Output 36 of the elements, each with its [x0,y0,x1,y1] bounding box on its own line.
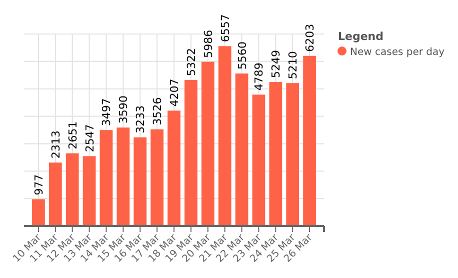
bar [66,153,79,226]
bar [82,156,96,226]
bar [134,137,147,226]
data-label: 2547 [83,124,96,152]
data-label: 6557 [218,14,232,42]
data-label: 2651 [66,121,80,150]
data-label: 5986 [202,30,215,58]
bar [286,83,300,226]
data-label: 5322 [184,48,198,76]
bar [100,130,113,226]
legend-title: Legend [338,30,384,43]
data-label: 5249 [270,50,283,78]
bar [269,82,282,226]
bar [303,56,316,226]
data-label: 5560 [236,41,249,70]
bar [150,129,164,226]
data-label: 6203 [304,24,317,52]
bar [235,73,248,226]
data-label: 4207 [168,78,181,107]
data-label: 4789 [252,62,266,91]
bar [218,46,232,226]
bar [32,199,45,226]
bar [116,128,130,226]
data-label: 3526 [151,97,164,126]
data-label: 5210 [286,51,300,80]
data-label: 977 [32,174,46,196]
data-label: 2313 [49,130,62,159]
data-label: 3233 [134,105,148,134]
bar [184,80,198,226]
bar [201,62,214,226]
bar [168,110,180,226]
bar [48,162,62,226]
legend-label: New cases per day [350,47,445,58]
data-label: 3497 [100,98,114,126]
bar [252,94,266,226]
data-label: 3590 [117,96,130,124]
